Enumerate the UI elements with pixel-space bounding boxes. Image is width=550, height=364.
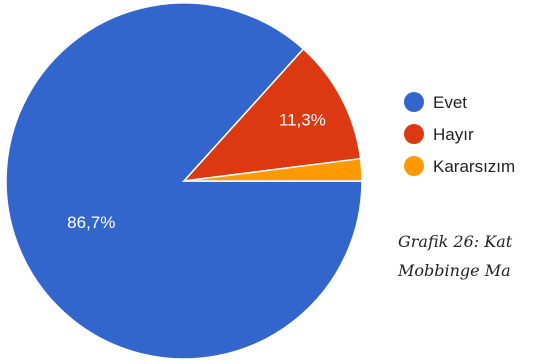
- slice-label-hayir: 11,3%: [279, 110, 326, 129]
- pie-slices: [5, 2, 363, 360]
- legend-swatch-evet: [404, 92, 424, 112]
- pie-slice-kararsizim: [183, 157, 363, 182]
- slice-label-evet: 86,7%: [67, 213, 115, 232]
- pie-slice-hayir: [182, 47, 362, 182]
- figure-caption-line-2: Mobbinge Ma: [398, 261, 511, 280]
- figure-caption-line-1: Grafik 26: Kat: [398, 232, 513, 251]
- legend-label-hayir: Hayır: [433, 125, 474, 144]
- slice-labels: 86,7% 11,3%: [67, 110, 326, 232]
- legend-swatch-kararsizim: [404, 156, 424, 176]
- legend-label-kararsizim: Kararsızım: [433, 157, 515, 176]
- legend-swatch-hayir: [404, 124, 424, 144]
- legend: Evet Hayır Kararsızım: [404, 92, 515, 176]
- legend-label-evet: Evet: [433, 93, 467, 112]
